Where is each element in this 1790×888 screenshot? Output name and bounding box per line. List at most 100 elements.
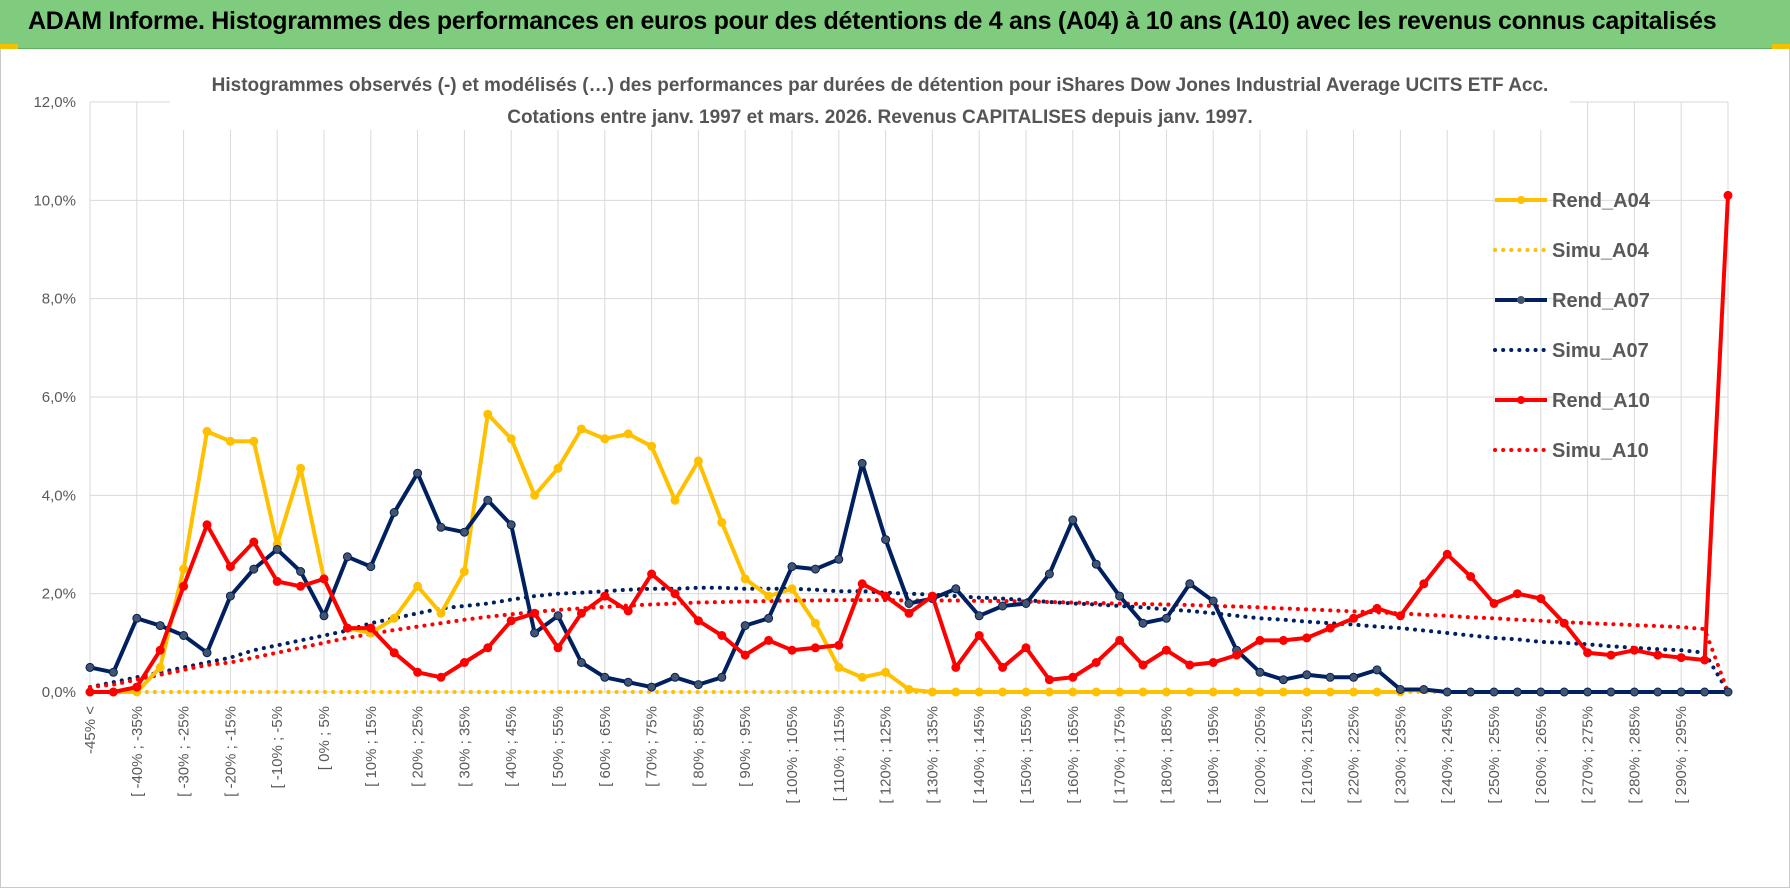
data-point-rend_a10 [998,662,1008,672]
data-point-rend_a04 [1208,687,1218,697]
data-point-rend_a07 [1606,687,1616,697]
legend-marker [1517,296,1525,304]
x-tick-label: [ 10% ; 15% [363,706,380,787]
data-point-rend_a10 [1138,660,1148,670]
data-point-rend_a07 [904,599,914,608]
data-point-rend_a04 [951,687,961,697]
data-point-rend_a10 [740,650,750,660]
data-point-rend_a07 [787,562,797,572]
y-tick-label: 0,0% [42,684,76,701]
data-point-rend_a07 [108,667,118,677]
x-tick-label: [ 190% ; 195% [1205,706,1222,804]
data-point-rend_a07 [389,508,399,517]
data-point-rend_a04 [1349,687,1359,697]
data-point-rend_a07 [1091,559,1101,569]
y-tick-label: 6,0% [42,389,76,406]
legend-label-rend_a04: Rend_A04 [1552,190,1651,212]
data-point-rend_a07 [693,680,703,690]
x-tick-label: [ 110% ; 115% [831,706,848,801]
data-point-rend_a07 [272,544,282,554]
data-point-rend_a07 [459,527,469,537]
x-tick-label: [ -20% ; -15% [222,706,239,797]
y-tick-label: 2,0% [42,586,76,603]
data-point-rend_a04 [881,667,891,677]
data-point-rend_a04 [506,434,516,444]
data-point-rend_a10 [553,643,563,653]
data-point-rend_a07 [413,468,423,478]
data-point-rend_a10 [1068,672,1078,682]
data-point-rend_a10 [1372,603,1382,613]
data-point-rend_a07 [179,631,189,640]
data-point-rend_a10 [1208,658,1218,667]
data-point-rend_a07 [132,613,142,623]
data-point-rend_a07 [1068,515,1078,525]
data-point-rend_a10 [249,537,259,547]
data-point-rend_a04 [1115,687,1125,697]
x-tick-label: [ 270% ; 275% [1580,706,1597,804]
data-point-rend_a04 [834,662,844,672]
data-point-rend_a10 [1653,650,1663,660]
x-tick-label: [ 140% ; 145% [971,706,988,804]
x-tick-label: [ 240% ; 245% [1439,706,1456,804]
data-point-rend_a10 [389,648,399,658]
data-point-rend_a07 [1185,579,1195,589]
data-point-rend_a10 [670,589,680,599]
data-point-rend_a04 [764,591,774,601]
data-point-rend_a07 [1138,618,1148,628]
series-line-rend_a07 [88,461,1730,694]
x-tick-label: [ 180% ; 185% [1158,706,1175,804]
x-tick-label: [ 210% ; 215% [1299,706,1316,804]
data-point-rend_a07 [1021,599,1031,608]
data-point-rend_a04 [1302,687,1312,697]
data-point-rend_a10 [1723,190,1733,200]
chart-title-line-2: Cotations entre janv. 1997 et mars. 2026… [507,107,1253,128]
data-point-rend_a07 [764,613,774,623]
data-point-rend_a07 [1395,685,1405,694]
data-point-rend_a10 [225,562,235,572]
legend-label-simu_a10: Simu_A10 [1552,440,1649,462]
data-point-rend_a04 [974,687,984,697]
x-tick-label: [ 160% ; 165% [1065,706,1082,804]
data-point-rend_a07 [670,672,680,682]
banner-accent-right [1772,44,1790,49]
data-point-rend_a04 [1325,687,1335,697]
data-point-rend_a07 [1700,687,1710,697]
data-point-rend_a10 [1606,650,1616,660]
y-tick-label: 10,0% [33,192,76,209]
y-axis-ticks: 0,0% 2,0% 4,0% 6,0% 8,0% 10,0% 12,0% [33,94,76,701]
data-point-rend_a10 [202,520,212,530]
x-tick-label: [ 90% ; 95% [737,706,754,787]
data-point-rend_a04 [1138,687,1148,697]
data-point-rend_a10 [85,687,95,697]
x-tick-label: [ 230% ; 235% [1392,706,1409,804]
data-point-rend_a07 [717,672,727,682]
data-point-rend_a07 [1278,675,1288,685]
x-tick-label: [ 60% ; 65% [597,706,614,787]
data-point-rend_a07 [857,458,867,468]
x-tick-label: [ 200% ; 205% [1252,706,1269,804]
y-tick-label: 12,0% [33,94,76,111]
data-point-rend_a04 [623,429,633,439]
x-tick-label: [ 170% ; 175% [1112,706,1129,804]
data-point-rend_a07 [1489,687,1499,697]
data-point-rend_a04 [1255,687,1265,697]
data-point-rend_a10 [1302,633,1312,643]
data-point-rend_a04 [717,517,727,527]
data-point-rend_a04 [810,618,820,628]
data-point-rend_a07 [1044,569,1054,579]
data-point-rend_a07 [1325,672,1335,682]
data-point-rend_a07 [319,611,329,621]
data-point-rend_a10 [857,579,867,589]
data-point-rend_a07 [834,554,844,564]
series-line-simu_a07 [88,585,1730,694]
data-point-rend_a04 [693,456,703,466]
data-point-rend_a07 [202,648,212,658]
data-point-rend_a07 [155,621,165,631]
data-point-rend_a07 [225,591,235,601]
data-point-rend_a10 [436,672,446,682]
data-point-rend_a10 [179,581,189,591]
data-point-rend_a04 [225,436,235,446]
data-point-rend_a10 [483,643,493,653]
data-point-rend_a04 [179,564,189,574]
